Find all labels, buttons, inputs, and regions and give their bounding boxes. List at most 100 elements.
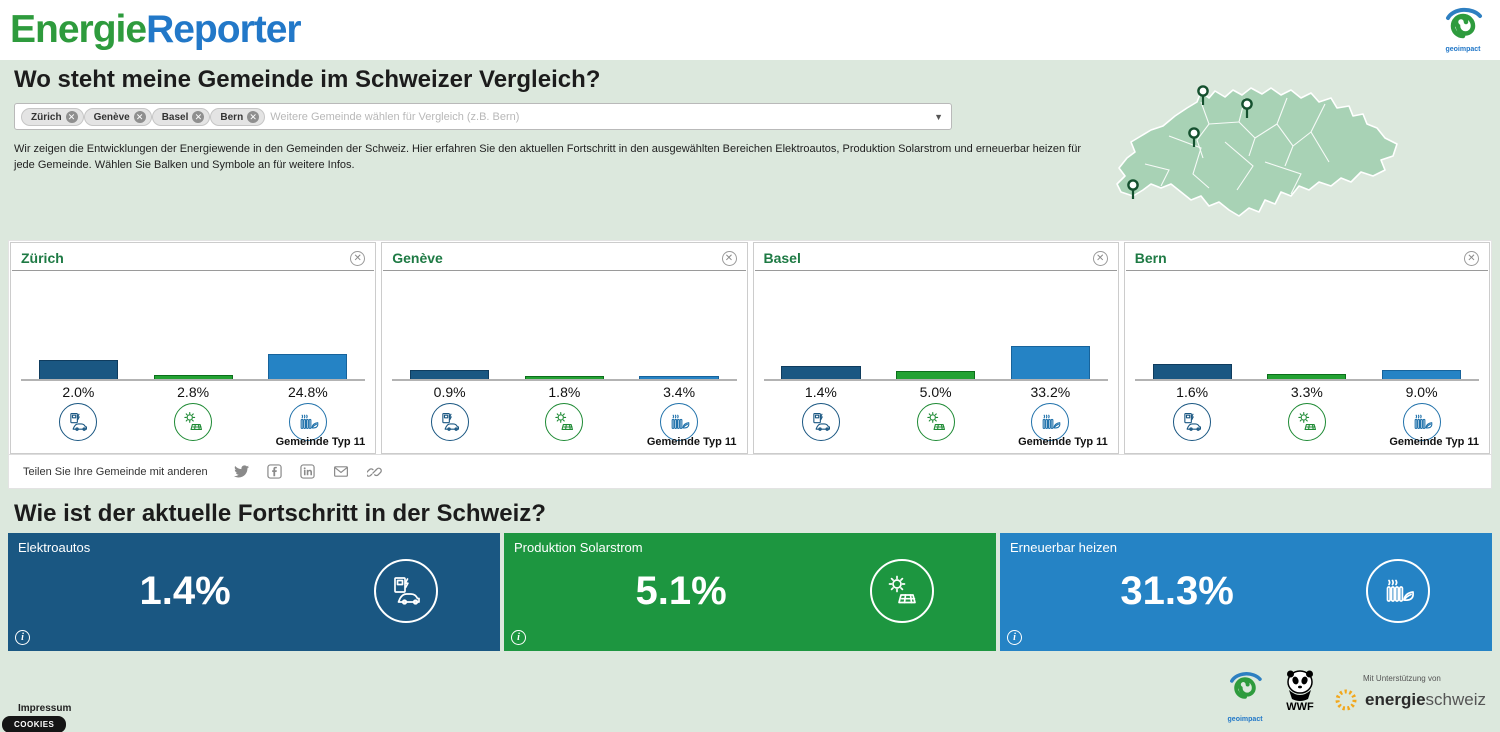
chip-label: Zürich — [31, 111, 62, 123]
solar-icon — [870, 559, 934, 623]
progress-card[interactable]: Erneuerbar heizen 31.3% i — [1000, 533, 1492, 651]
divider — [12, 270, 375, 271]
share-row: Teilen Sie Ihre Gemeinde mit anderen — [9, 454, 1491, 488]
bar-heizen[interactable] — [1381, 370, 1462, 379]
chip-remove-icon[interactable]: ✕ — [247, 111, 260, 124]
energieschweiz-label: energieschweiz — [1365, 690, 1486, 709]
value-solarstrom: 2.8% — [177, 384, 210, 400]
map-pin-geneve — [1127, 179, 1139, 199]
value-elektroautos: 1.4% — [804, 384, 837, 400]
bar-elektroautos[interactable] — [781, 365, 861, 379]
heizen-icon[interactable] — [1031, 403, 1070, 441]
value-elektroautos: 0.9% — [433, 384, 466, 400]
progress-card-label: Produktion Solarstrom — [514, 540, 643, 555]
close-icon[interactable]: ✕ — [1464, 250, 1479, 266]
municipality-name: Genève — [392, 250, 443, 266]
energieschweiz-logo: Mit Unterstützung von energieschweiz — [1333, 674, 1486, 713]
gemeinde-typ-label: Gemeinde Typ 11 — [646, 436, 737, 448]
close-icon[interactable]: ✕ — [1092, 250, 1108, 266]
switzerland-map[interactable] — [1105, 78, 1405, 230]
solarstrom-icon[interactable] — [174, 403, 213, 441]
bar-heizen[interactable] — [639, 375, 719, 379]
chevron-down-icon[interactable]: ▼ — [934, 112, 943, 122]
chip-label: Basel — [161, 111, 189, 123]
solarstrom-icon[interactable] — [1287, 403, 1326, 441]
progress-card[interactable]: Produktion Solarstrom 5.1% i — [504, 533, 996, 651]
value-heizen: 3.4% — [663, 384, 696, 400]
bar-solarstrom[interactable] — [1267, 373, 1347, 379]
solarstrom-icon[interactable] — [916, 403, 955, 441]
elektroauto-icon[interactable] — [1173, 403, 1212, 441]
heizen-icon[interactable] — [660, 403, 699, 441]
info-icon[interactable]: i — [1007, 630, 1022, 645]
email-icon[interactable] — [333, 464, 349, 479]
selected-municipality-chip[interactable]: Genève ✕ — [83, 108, 152, 127]
value-elektroautos: 1.6% — [1176, 384, 1209, 400]
cookies-button[interactable]: COOKIES — [2, 716, 67, 732]
logo-reporter: Reporter — [146, 8, 302, 51]
bar-heizen[interactable] — [268, 354, 348, 379]
elektroauto-icon[interactable] — [801, 403, 840, 441]
gemeinde-typ-label: Gemeinde Typ 11 — [1389, 436, 1479, 448]
progress-card[interactable]: Elektroautos 1.4% i — [8, 533, 500, 651]
close-icon[interactable]: ✕ — [721, 250, 737, 266]
bar-elektroautos[interactable] — [38, 360, 119, 379]
divider — [1125, 270, 1488, 271]
info-icon[interactable]: i — [15, 630, 30, 645]
energieschweiz-sun-icon — [1335, 689, 1357, 711]
ev-icon — [374, 559, 438, 623]
logo-energie: Energie — [10, 8, 147, 51]
heizen-icon[interactable] — [288, 403, 327, 441]
map-pin-zuerich — [1241, 98, 1253, 118]
link-icon[interactable] — [367, 464, 382, 479]
selected-municipality-chip[interactable]: Zürich ✕ — [21, 108, 84, 127]
bar-solarstrom[interactable] — [524, 376, 604, 379]
municipality-select[interactable]: Zürich ✕ Genève ✕ Basel ✕ Bern ✕ Weitere Gemein… — [14, 103, 952, 130]
twitter-icon[interactable] — [234, 464, 249, 479]
map-pin-bern — [1188, 127, 1200, 147]
intro-description: Wir zeigen die Entwicklungen der Energie… — [14, 143, 1081, 171]
value-heizen: 24.8% — [287, 384, 328, 400]
divider — [754, 270, 1117, 271]
select-placeholder[interactable]: Weitere Gemeinde wählen für Vergleich (z… — [270, 110, 520, 123]
chip-remove-icon[interactable]: ✕ — [65, 111, 78, 124]
chip-remove-icon[interactable]: ✕ — [133, 111, 146, 124]
gemeinde-typ-label: Gemeinde Typ 11 — [1018, 436, 1108, 448]
municipality-bar-chart — [21, 271, 366, 381]
municipality-card: Zürich ✕ 2.0% 2.8% 24.8% Gemeinde Typ 11 — [10, 242, 377, 454]
top-header: EnergieReporter geoimpact — [0, 0, 1500, 60]
linkedin-icon[interactable] — [300, 464, 315, 479]
elektroauto-icon[interactable] — [59, 403, 98, 441]
section-title-switzerland: Wie ist der aktuelle Fortschritt in der … — [14, 500, 546, 527]
impressum-link[interactable]: Impressum — [18, 703, 72, 714]
bar-heizen[interactable] — [1010, 345, 1090, 379]
selected-municipality-chip[interactable]: Basel ✕ — [151, 108, 211, 127]
info-icon[interactable]: i — [511, 630, 526, 645]
heizen-icon[interactable] — [1402, 403, 1441, 441]
selected-municipality-chip[interactable]: Bern ✕ — [210, 108, 266, 127]
value-elektroautos: 2.0% — [62, 384, 95, 400]
chip-label: Genève — [93, 111, 130, 123]
geoimpact-logo-icon — [1446, 7, 1482, 39]
bar-solarstrom[interactable] — [153, 374, 233, 379]
municipality-name: Zürich — [21, 250, 64, 266]
municipality-card: Basel ✕ 1.4% 5.0% 33.2% Gemeinde Typ 11 — [752, 242, 1119, 454]
elektroauto-icon[interactable] — [430, 403, 469, 441]
map-pins — [1127, 85, 1253, 199]
close-icon[interactable]: ✕ — [350, 250, 366, 266]
facebook-icon[interactable] — [267, 464, 282, 479]
app-logo: EnergieReporter — [10, 8, 302, 52]
wwf-label: WWF — [1286, 701, 1314, 713]
value-solarstrom: 3.3% — [1290, 384, 1323, 400]
bar-elektroautos[interactable] — [1152, 363, 1232, 379]
value-solarstrom: 1.8% — [548, 384, 581, 400]
chip-remove-icon[interactable]: ✕ — [192, 111, 205, 124]
share-label: Teilen Sie Ihre Gemeinde mit anderen — [23, 465, 208, 478]
municipality-name: Basel — [763, 250, 801, 266]
geoimpact-footer-logo: geoimpact — [1223, 668, 1267, 726]
bar-elektroautos[interactable] — [410, 370, 490, 379]
footer-logos: geoimpact WWF Mit Unterstützung von ener… — [1223, 668, 1486, 726]
solarstrom-icon[interactable] — [545, 403, 584, 441]
hero-section: Wo steht meine Gemeinde im Schweizer Ver… — [0, 60, 1500, 240]
bar-solarstrom[interactable] — [896, 371, 976, 379]
